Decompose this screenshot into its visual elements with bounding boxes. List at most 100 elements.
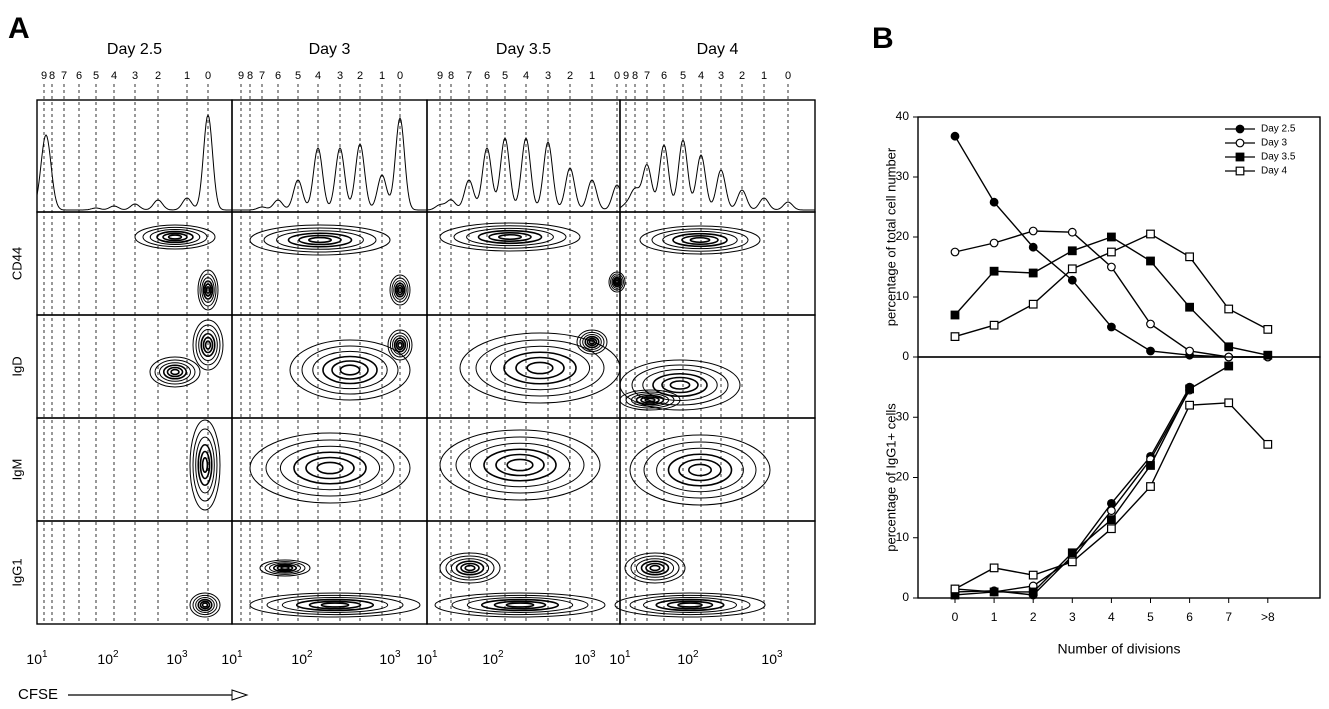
contour (584, 335, 600, 349)
contour (301, 345, 399, 395)
division-label: 6 (661, 70, 667, 82)
contour (614, 279, 620, 285)
contour (489, 345, 591, 391)
contour (625, 391, 675, 409)
contour (434, 592, 606, 618)
marker (1263, 439, 1273, 449)
contour (266, 594, 404, 616)
histogram (232, 116, 427, 211)
plot-frame (619, 520, 816, 625)
division-label: 5 (93, 70, 99, 82)
day-label: Day 2.5 (107, 41, 162, 58)
contour (204, 340, 212, 350)
tick-base: 10 (97, 651, 113, 667)
series-line (954, 402, 1269, 590)
contour (579, 331, 605, 353)
plot-frame (426, 211, 621, 316)
contour (469, 442, 571, 488)
contour (651, 228, 749, 252)
marker (989, 238, 999, 248)
contour (281, 597, 389, 613)
marker (1106, 247, 1116, 257)
contour (635, 558, 675, 578)
contour (200, 332, 216, 358)
marker (950, 247, 960, 257)
x-tick-label: 102 (291, 649, 313, 667)
contour (586, 337, 598, 347)
contour (305, 456, 355, 480)
marker (1106, 506, 1116, 516)
contour (276, 230, 364, 250)
marker (1146, 229, 1155, 239)
marker (989, 320, 999, 330)
tick-base: 10 (482, 651, 498, 667)
contour (451, 594, 589, 616)
division-label: 2 (155, 70, 161, 82)
tick-exponent: 3 (777, 649, 783, 660)
marker (1106, 322, 1116, 332)
contour (149, 229, 201, 245)
arrow-head (231, 689, 249, 701)
contour (495, 453, 545, 477)
histogram (619, 139, 815, 211)
contour (652, 372, 708, 398)
division-label: 6 (76, 70, 82, 82)
contour (142, 226, 208, 248)
tick-exponent: 2 (498, 649, 504, 660)
marker (1028, 242, 1038, 252)
plot-frame (917, 356, 1321, 599)
division-label: 3 (718, 70, 724, 82)
contour (630, 393, 670, 407)
division-label: 8 (632, 70, 638, 82)
marker (989, 197, 999, 207)
contour (391, 277, 409, 303)
day-label: Day 3.5 (496, 41, 551, 58)
panel-label: B (872, 22, 894, 55)
legend-label: Day 4 (1261, 166, 1288, 177)
x-tick-label: 103 (166, 649, 188, 667)
division-label: 9 (41, 70, 47, 82)
y-tick-label: 0 (902, 590, 909, 604)
contour (466, 597, 574, 613)
contour (189, 592, 221, 618)
division-label: 8 (49, 70, 55, 82)
contour (608, 271, 626, 293)
division-label: 7 (466, 70, 472, 82)
contour (162, 232, 188, 242)
plot-frame (36, 314, 233, 419)
histogram (36, 113, 232, 211)
contour (396, 284, 404, 296)
division-label: 5 (680, 70, 686, 82)
contour (526, 361, 554, 375)
contour (199, 600, 211, 610)
plot-frame (619, 211, 816, 316)
contour (439, 222, 581, 252)
marker (989, 563, 999, 573)
contour (289, 339, 411, 401)
day-label: Day 4 (697, 41, 739, 58)
contour (393, 280, 407, 300)
contour (389, 332, 411, 358)
x-tick-label: 102 (677, 649, 699, 667)
tick-base: 10 (574, 651, 590, 667)
division-label: 2 (739, 70, 745, 82)
marker (1224, 398, 1234, 408)
tick-base: 10 (166, 651, 182, 667)
marker (1185, 384, 1195, 394)
plot-frame (231, 211, 428, 316)
division-label: 3 (545, 70, 551, 82)
contour (395, 339, 405, 351)
legend-label: Day 2.5 (1261, 124, 1296, 135)
tick-exponent: 3 (182, 649, 188, 660)
y-tick-label: 30 (896, 169, 910, 183)
contour (475, 339, 605, 397)
tick-exponent: 1 (432, 649, 438, 660)
contour (293, 451, 367, 485)
marker (1185, 346, 1194, 356)
marker (1146, 346, 1155, 356)
marker (1185, 400, 1195, 410)
division-label: 7 (61, 70, 67, 82)
contour (460, 562, 480, 574)
marker (1106, 524, 1116, 534)
contour (397, 341, 403, 349)
